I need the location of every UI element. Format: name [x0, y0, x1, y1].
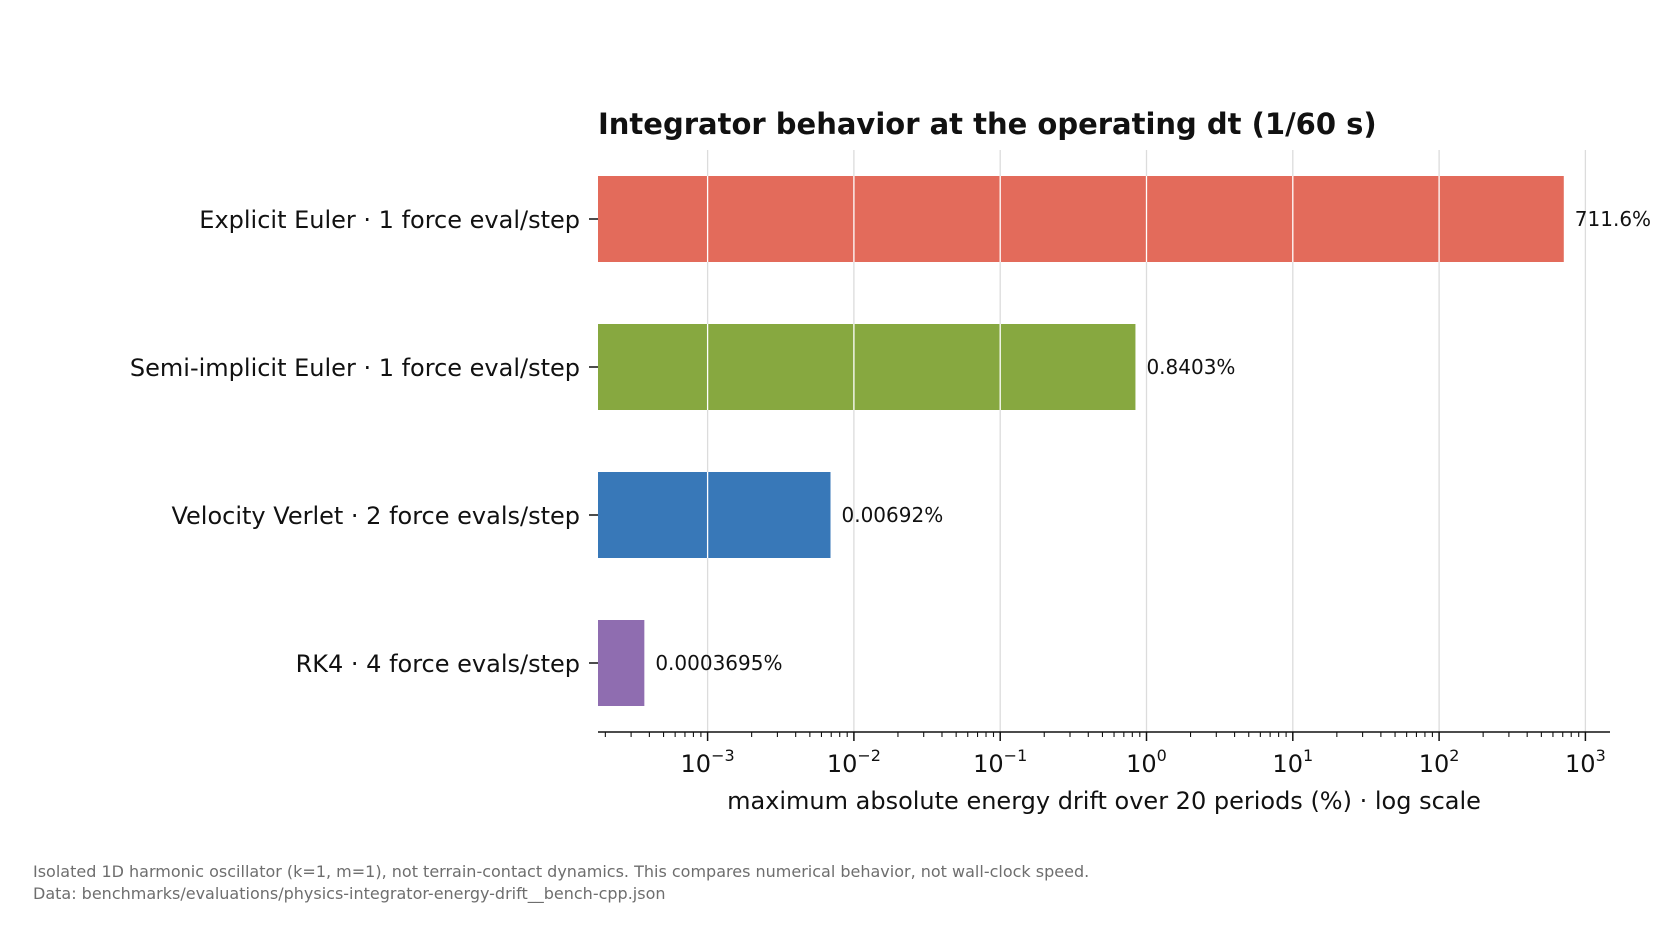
bar-0 — [598, 176, 1564, 262]
x-axis-label: maximum absolute energy drift over 20 pe… — [727, 787, 1481, 815]
category-labels: Explicit Euler · 1 force eval/step Semi-i… — [130, 206, 598, 678]
category-label-0: Explicit Euler · 1 force eval/step — [199, 206, 580, 234]
x-tick-label-0: 10−3 — [681, 746, 735, 778]
value-label-2: 0.00692% — [842, 503, 944, 527]
x-tick-label-2: 10−1 — [973, 746, 1027, 778]
value-label-0: 711.6% — [1575, 207, 1651, 231]
x-axis: 10−3 10−2 10−1 100 101 102 103 — [598, 731, 1610, 778]
bar-1 — [598, 324, 1136, 410]
footnote-description: Isolated 1D harmonic oscillator (k=1, m=… — [33, 862, 1090, 881]
x-tick-label-6: 103 — [1565, 746, 1606, 778]
category-label-3: RK4 · 4 force evals/step — [296, 650, 580, 678]
value-label-3: 0.0003695% — [655, 651, 782, 675]
value-label-1: 0.8403% — [1146, 355, 1235, 379]
category-label-2: Velocity Verlet · 2 force evals/step — [171, 502, 580, 530]
category-label-1: Semi-implicit Euler · 1 force eval/step — [130, 354, 580, 382]
x-tick-label-3: 100 — [1126, 746, 1167, 778]
x-tick-label-5: 102 — [1419, 746, 1460, 778]
footnote-data-source: Data: benchmarks/evaluations/physics-int… — [33, 884, 666, 903]
bars — [598, 176, 1564, 706]
value-labels: 711.6% 0.8403% 0.00692% 0.0003695% — [655, 207, 1651, 675]
bar-2 — [598, 472, 831, 558]
x-tick-label-1: 10−2 — [827, 746, 881, 778]
x-gridlines-over-bars — [706, 176, 1440, 558]
bar-3 — [598, 620, 645, 706]
x-tick-label-4: 101 — [1272, 746, 1313, 778]
chart-title: Integrator behavior at the operating dt … — [598, 107, 1377, 141]
